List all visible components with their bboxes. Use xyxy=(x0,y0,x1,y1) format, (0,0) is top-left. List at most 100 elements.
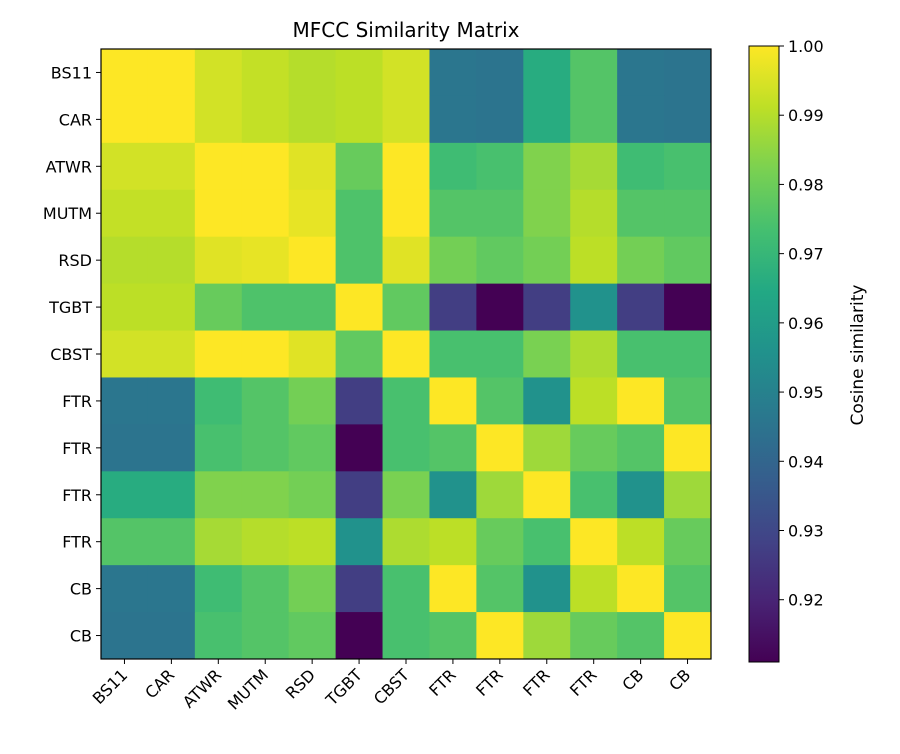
heatmap-cell xyxy=(570,95,618,144)
heatmap-cell xyxy=(617,283,665,332)
heatmap-cell xyxy=(288,236,337,285)
heatmap-cell xyxy=(335,283,384,332)
heatmap-cell xyxy=(429,236,477,285)
heatmap-cell xyxy=(523,612,571,660)
x-tick-label: FTR xyxy=(472,665,507,700)
x-tick-label: FTR xyxy=(519,665,554,700)
heatmap-cell xyxy=(617,95,665,144)
heatmap-cell xyxy=(429,565,477,613)
heatmap-cell xyxy=(429,424,477,472)
heatmap-cell xyxy=(194,236,243,285)
x-tick-label: CAR xyxy=(141,665,178,702)
heatmap-cell xyxy=(194,330,243,378)
heatmap-cell xyxy=(241,330,290,378)
colorbar-label: Cosine similarity xyxy=(848,285,868,426)
heatmap-cell xyxy=(288,518,337,566)
y-tick-label: FTR xyxy=(62,486,92,505)
heatmap-cell xyxy=(664,142,712,191)
heatmap-cell xyxy=(147,95,196,144)
heatmap-cell xyxy=(288,565,337,613)
y-tick-label: CB xyxy=(70,627,92,646)
x-tick-label: ATWR xyxy=(179,665,225,711)
x-tick-label: CB xyxy=(665,665,694,694)
heatmap-cell xyxy=(101,377,149,425)
heatmap-cell xyxy=(288,471,337,519)
heatmap-cell xyxy=(335,565,384,613)
y-tick-label: CB xyxy=(70,580,92,599)
heatmap-cell xyxy=(429,612,477,660)
heatmap-cell xyxy=(288,283,337,332)
y-tick-label: MUTM xyxy=(43,204,92,223)
heatmap-cell xyxy=(147,424,196,472)
heatmap-cell xyxy=(382,377,430,425)
y-tick-label: FTR xyxy=(62,392,92,411)
y-tick-label: ATWR xyxy=(46,157,92,176)
heatmap-cell xyxy=(101,565,149,613)
heatmap-cell xyxy=(194,424,243,472)
heatmap-cell xyxy=(429,142,477,191)
heatmap-cell xyxy=(523,236,571,285)
heatmap-cell xyxy=(335,612,384,660)
heatmap-cell xyxy=(664,518,712,566)
heatmap-cell xyxy=(288,142,337,191)
heatmap-cell xyxy=(617,330,665,378)
heatmap-cell xyxy=(241,189,290,238)
heatmap-cell xyxy=(570,49,618,97)
heatmap-cell xyxy=(523,189,571,238)
heatmap-cell xyxy=(382,95,430,144)
heatmap-cell xyxy=(429,49,477,97)
heatmap-cell xyxy=(241,377,290,425)
heatmap-cell xyxy=(335,330,384,378)
heatmap-cell xyxy=(617,565,665,613)
heatmap-cell xyxy=(101,424,149,472)
heatmap-cell xyxy=(523,142,571,191)
x-tick-label: CB xyxy=(618,665,647,694)
heatmap-cell xyxy=(664,236,712,285)
heatmap-cell xyxy=(147,471,196,519)
heatmap-cell xyxy=(617,49,665,97)
heatmap-cell xyxy=(194,612,243,660)
heatmap-cell xyxy=(429,283,477,332)
heatmap-cell xyxy=(194,471,243,519)
x-tick-label: BS11 xyxy=(89,665,132,708)
heatmap-cell xyxy=(288,95,337,144)
heatmap-cell xyxy=(382,612,430,660)
heatmap-cell xyxy=(664,377,712,425)
heatmap-cell xyxy=(335,471,384,519)
colorbar-tick-label: 0.94 xyxy=(788,452,824,471)
heatmap-cell xyxy=(335,142,384,191)
heatmap-cell xyxy=(241,236,290,285)
heatmap-cell xyxy=(664,612,712,660)
heatmap-cell xyxy=(664,283,712,332)
heatmap-cell xyxy=(476,518,524,566)
heatmap-cell xyxy=(101,283,149,332)
colorbar-tick-label: 0.98 xyxy=(788,175,824,194)
heatmap-cell xyxy=(523,95,571,144)
x-tick-label: MUTM xyxy=(224,665,272,713)
heatmap-cell xyxy=(429,377,477,425)
chart-title: MFCC Similarity Matrix xyxy=(293,18,520,42)
heatmap-cell xyxy=(147,142,196,191)
heatmap-cell xyxy=(101,142,149,191)
heatmap-cell xyxy=(476,612,524,660)
heatmap-cell xyxy=(335,236,384,285)
heatmap-cell xyxy=(147,330,196,378)
heatmap-cell xyxy=(101,330,149,378)
heatmap-cell xyxy=(288,189,337,238)
heatmap-cell xyxy=(241,95,290,144)
heatmap-cell xyxy=(194,49,243,97)
heatmap-cell xyxy=(194,189,243,238)
y-tick-label: CBST xyxy=(50,345,92,364)
heatmap-cell xyxy=(570,189,618,238)
heatmap-cell xyxy=(664,565,712,613)
y-tick-label: TGBT xyxy=(48,298,92,317)
heatmap-cell xyxy=(241,424,290,472)
x-tick-label: FTR xyxy=(425,665,460,700)
heatmap-cell xyxy=(382,142,430,191)
colorbar xyxy=(748,45,780,663)
heatmap-cell xyxy=(523,330,571,378)
heatmap-cell xyxy=(476,95,524,144)
heatmap-cell xyxy=(194,283,243,332)
